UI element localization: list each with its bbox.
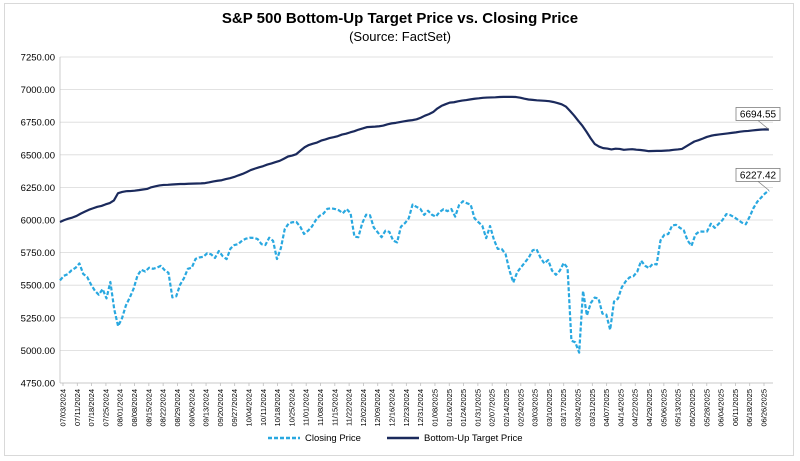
- x-tick-label: 11/15/2024: [330, 389, 339, 426]
- x-tick-label: 05/13/2025: [674, 389, 683, 427]
- x-tick-label: 03/17/2025: [559, 389, 568, 427]
- chart-frame: [4, 3, 794, 456]
- series-lines: [59, 95, 770, 354]
- x-tick-label: 03/31/2025: [588, 389, 597, 427]
- y-tick-label: 6500.00: [21, 150, 55, 161]
- x-tick-label: 03/10/2025: [545, 389, 554, 427]
- x-tick-label: 09/20/2024: [216, 389, 225, 427]
- x-tick-label: 04/07/2025: [602, 389, 611, 427]
- y-tick-label: 7250.00: [21, 53, 55, 64]
- x-tick-label: 11/08/2024: [316, 389, 325, 426]
- x-tick-label: 06/11/2025: [731, 389, 740, 426]
- x-tick-label: 09/27/2024: [230, 389, 239, 427]
- y-tick-label: 6750.00: [21, 118, 55, 129]
- series-line-closing-price: [59, 189, 770, 354]
- x-tick-label: 07/18/2024: [87, 389, 96, 427]
- legend-label-closing-price: Closing Price: [305, 433, 361, 444]
- x-tick-label: 12/23/2024: [402, 389, 411, 427]
- x-tick-label: 08/22/2024: [159, 389, 168, 427]
- y-tick-label: 7000.00: [21, 85, 55, 96]
- x-tick-label: 12/02/2024: [359, 389, 368, 427]
- x-tick-label: 08/08/2024: [130, 389, 139, 427]
- callout-label-closing-price: 6227.42: [740, 170, 777, 181]
- x-tick-label: 01/16/2025: [445, 389, 454, 427]
- y-tick-label: 5750.00: [21, 248, 55, 259]
- x-tick-label: 06/26/2025: [760, 389, 769, 427]
- x-tick-label: 04/14/2025: [616, 389, 625, 427]
- y-tick-label: 6000.00: [21, 216, 55, 227]
- series-line-bottom-up-target-price: [59, 95, 770, 223]
- gridlines: [59, 56, 773, 384]
- x-tick-label: 07/11/2024: [73, 389, 82, 426]
- x-tick-label: 01/31/2025: [473, 389, 482, 427]
- x-tick-label: 01/08/2025: [430, 389, 439, 427]
- x-tick-label: 09/06/2024: [187, 389, 196, 427]
- x-tick-label: 10/25/2024: [287, 389, 296, 427]
- y-tick-label: 6250.00: [21, 183, 55, 194]
- x-tick-label: 11/01/2024: [302, 389, 311, 426]
- y-tick-label: 5250.00: [21, 313, 55, 324]
- x-tick-label: 12/09/2024: [373, 389, 382, 427]
- chart-subtitle: (Source: FactSet): [349, 29, 451, 44]
- y-tick-label: 4750.00: [21, 379, 55, 390]
- x-tick-label: 10/18/2024: [273, 389, 282, 427]
- end-value-callouts: 6227.42 6694.55: [735, 107, 781, 191]
- callout-label-bottom-up-target-price: 6694.55: [740, 110, 777, 121]
- x-axis-ticks: 07/03/2024 07/11/2024 07/18/2024 07/25/2024…: [59, 383, 769, 427]
- x-tick-label: 12/16/2024: [388, 389, 397, 427]
- x-tick-label: 02/24/2025: [516, 389, 525, 427]
- x-tick-label: 10/11/2024: [259, 389, 268, 426]
- callout-box: [735, 107, 781, 121]
- legend: Closing Price Bottom-Up Target Price: [268, 433, 523, 444]
- x-tick-label: 05/20/2025: [688, 389, 697, 427]
- x-tick-label: 08/29/2024: [173, 389, 182, 427]
- x-tick-label: 12/31/2024: [416, 389, 425, 427]
- x-tick-label: 08/15/2024: [144, 389, 153, 427]
- x-tick-label: 08/01/2024: [116, 389, 125, 427]
- x-tick-label: 01/24/2025: [459, 389, 468, 427]
- x-tick-label: 03/03/2025: [531, 389, 540, 427]
- x-tick-label: 10/04/2024: [244, 389, 253, 427]
- y-axis-ticks: 4750.00 5000.00 5250.00 5500.00 5750.00 6000.…: [21, 53, 55, 390]
- x-tick-label: 06/18/2025: [745, 389, 754, 427]
- x-tick-label: 05/28/2025: [702, 389, 711, 427]
- y-tick-label: 5500.00: [21, 281, 55, 292]
- y-tick-label: 5000.00: [21, 346, 55, 357]
- callout-leader: [757, 181, 770, 191]
- x-tick-label: 11/22/2024: [345, 389, 354, 426]
- x-tick-label: 09/13/2024: [202, 389, 211, 427]
- x-tick-label: 03/24/2025: [574, 389, 583, 427]
- x-tick-label: 04/29/2025: [645, 389, 654, 427]
- x-tick-label: 07/03/2024: [59, 389, 68, 427]
- x-tick-label: 04/22/2025: [631, 389, 640, 427]
- x-tick-label: 02/07/2025: [488, 389, 497, 427]
- x-tick-label: 05/06/2025: [659, 389, 668, 427]
- x-tick-label: 02/14/2025: [502, 389, 511, 427]
- callout-leader: [757, 120, 770, 130]
- x-tick-label: 07/25/2024: [101, 389, 110, 427]
- chart-title: S&P 500 Bottom-Up Target Price vs. Closi…: [221, 10, 579, 27]
- callout-box: [735, 167, 781, 182]
- x-tick-label: 06/04/2025: [717, 389, 726, 427]
- legend-label-bottom-up-target-price: Bottom-Up Target Price: [424, 433, 523, 444]
